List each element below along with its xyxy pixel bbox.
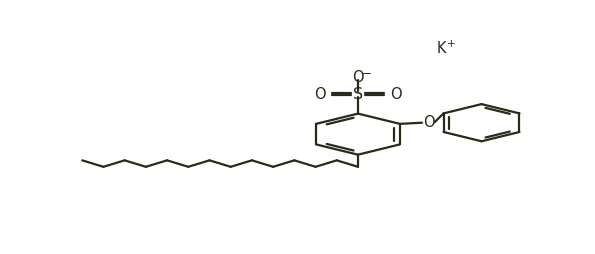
Text: O: O	[390, 87, 402, 102]
Text: K: K	[436, 41, 446, 56]
Text: S: S	[353, 87, 363, 102]
Text: O: O	[352, 70, 364, 85]
Text: −: −	[361, 67, 371, 80]
Text: O: O	[422, 115, 434, 130]
Text: +: +	[447, 39, 456, 49]
Text: O: O	[314, 87, 326, 102]
